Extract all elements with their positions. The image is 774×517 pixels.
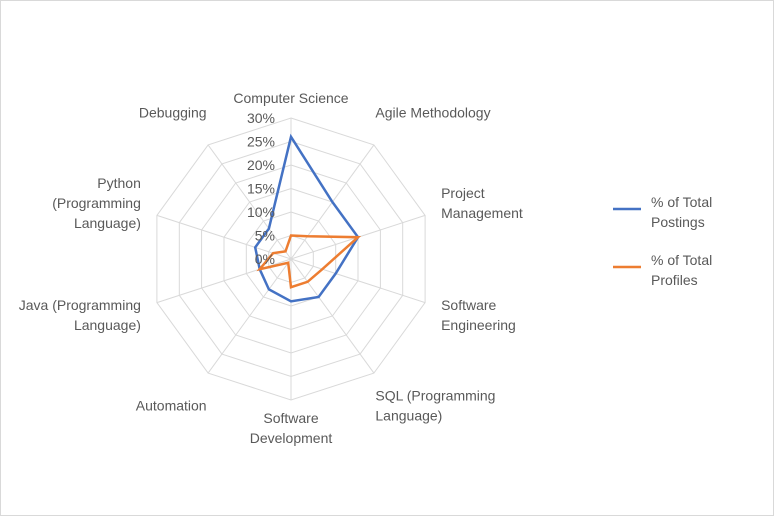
grid-spoke [290,258,426,304]
tick-label: 0% [255,251,275,267]
grid-spoke [207,144,292,260]
grid-spoke [207,258,292,374]
category-label: Python (Programming Language) [52,175,141,231]
legend-entry: % of Total Postings [651,194,712,230]
radar-series [253,133,362,303]
tick-label: 30% [247,110,275,126]
category-label: Debugging [139,105,207,121]
radar-grid [156,117,426,401]
category-label: Project Management [441,185,523,221]
category-label: Computer Science [233,90,348,106]
category-label: Automation [136,397,207,413]
grid-spoke [290,258,375,374]
grid-spoke [156,214,292,260]
category-label: SQL (Programming Language) [375,387,495,423]
legend: % of Total Postings % of Total Profiles [613,194,712,288]
radial-axis-ticks: 0% 5% 10% 15% 20% 25% 30% [247,110,275,267]
tick-label: 20% [247,157,275,173]
category-label: Software Development [250,410,333,446]
legend-entry: % of Total Profiles [651,252,712,288]
category-label: Software Engineering [441,297,516,333]
tick-label: 5% [255,228,275,244]
category-labels: Computer Science Agile Methodology Project… [19,90,523,446]
tick-label: 25% [247,134,275,150]
tick-label: 10% [247,204,275,220]
category-label: Java (Programming Language) [19,297,141,333]
category-label: Agile Methodology [375,105,490,121]
tick-label: 15% [247,181,275,197]
series-line-1 [253,133,360,303]
series-line-2 [256,234,362,289]
